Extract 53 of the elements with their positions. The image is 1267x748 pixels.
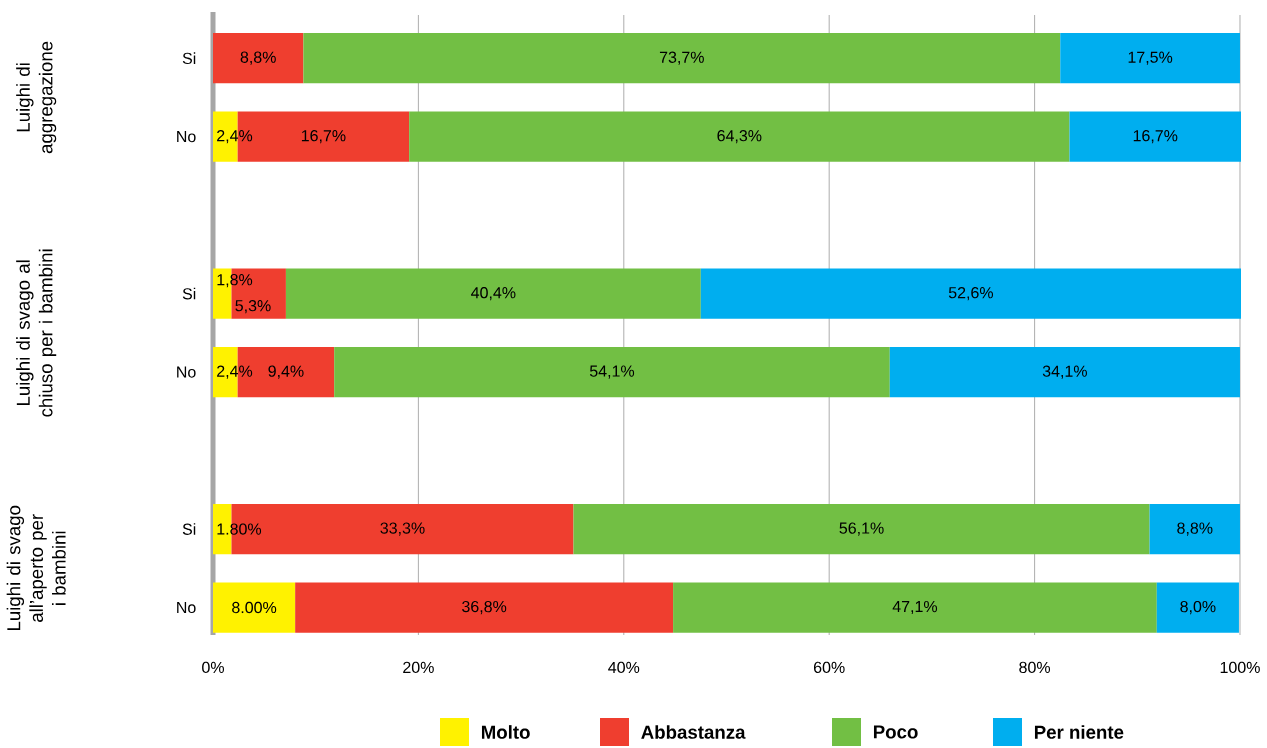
bar xyxy=(295,582,674,633)
x-tick-label: 20% xyxy=(403,661,434,674)
x-tick-label: 100% xyxy=(1220,661,1260,674)
bar xyxy=(573,503,1150,555)
legend-label: Per niente xyxy=(1034,725,1124,739)
data-label: 5,3% xyxy=(235,300,271,314)
data-label: 64,3% xyxy=(717,130,762,144)
data-label: 52,6% xyxy=(948,287,994,301)
bar xyxy=(889,346,1240,398)
bar xyxy=(409,111,1070,162)
bar xyxy=(213,582,296,633)
y-tick-label: No xyxy=(177,131,196,143)
data-label: 47,1% xyxy=(892,600,938,615)
data-label: 17,5% xyxy=(1128,51,1173,65)
bar xyxy=(1060,33,1240,84)
bar xyxy=(285,268,701,319)
text: Luighi di svago al chiuso per i bambini xyxy=(16,249,57,417)
bar xyxy=(1149,503,1240,555)
data-label: 34,1% xyxy=(1042,365,1087,379)
y-tick-label: Si xyxy=(182,523,196,535)
data-label: 73,7% xyxy=(659,51,704,65)
data-label: 16,7% xyxy=(301,130,346,144)
y-tick-label: Si xyxy=(182,287,196,300)
bar xyxy=(673,582,1157,633)
bar xyxy=(334,346,890,398)
data-label: 56,1% xyxy=(839,522,884,536)
data-label: 33,3% xyxy=(380,522,425,536)
x-tick-label: 60% xyxy=(813,661,845,674)
data-label: 9,4% xyxy=(268,365,304,379)
data-label: 8,0% xyxy=(1180,600,1216,615)
y-tick-label: Si xyxy=(182,52,196,65)
bar xyxy=(1069,111,1241,162)
data-label: 8,8% xyxy=(240,51,276,65)
legend-label: Abbastanza xyxy=(641,725,746,739)
x-tick-label: 80% xyxy=(1019,661,1051,674)
y-tick-label: No xyxy=(177,366,196,378)
y-tick-label: No xyxy=(177,601,196,614)
legend-label: Molto xyxy=(481,725,530,739)
text: Luighi di aggregazione xyxy=(16,41,57,154)
bar xyxy=(303,33,1061,84)
x-tick-label: 40% xyxy=(608,661,640,674)
data-label: 54,1% xyxy=(589,365,635,379)
bar xyxy=(700,268,1241,319)
data-label: 40,4% xyxy=(471,287,516,301)
legend-label: Poco xyxy=(873,725,918,739)
data-label: 16,7% xyxy=(1133,130,1178,144)
x-tick-label: 0% xyxy=(202,661,224,674)
data-label: 8.00% xyxy=(232,601,277,614)
data-label: 8,8% xyxy=(1177,522,1213,536)
data-label: 36,8% xyxy=(462,600,507,615)
bar xyxy=(1156,582,1239,633)
text: Luighi di svago all’aperto per i bambini xyxy=(6,505,66,631)
bar xyxy=(213,33,304,84)
